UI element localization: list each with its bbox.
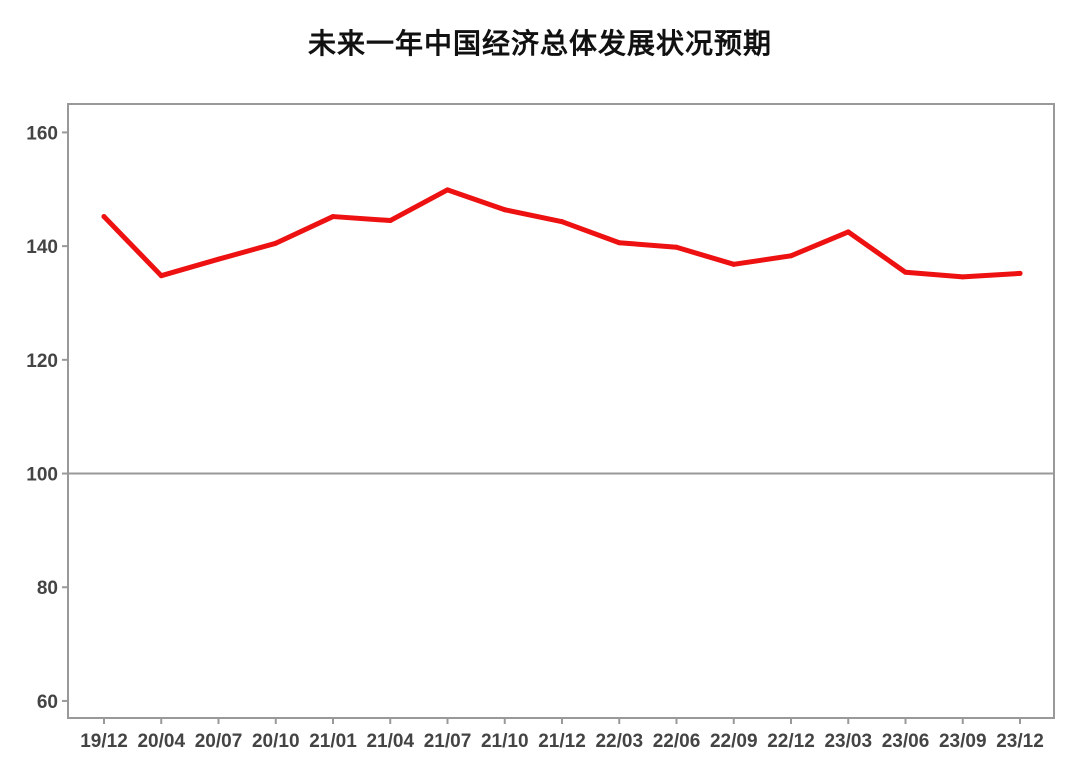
data-point <box>273 240 279 246</box>
series-group <box>101 187 1023 280</box>
x-tick-label: 19/12 <box>80 731 128 752</box>
x-tick-label: 20/04 <box>137 731 185 752</box>
x-tick-label: 21/12 <box>538 731 586 752</box>
data-point <box>559 219 565 225</box>
plot-frame <box>67 103 1055 719</box>
data-point <box>445 187 450 193</box>
data-point <box>731 261 737 267</box>
y-tick-label: 160 <box>26 123 58 144</box>
x-axis: 19/12 20/04 20/07 20/10 21/01 21/04 21/07 21/10… <box>80 718 1044 752</box>
x-tick-label: 20/10 <box>252 731 300 752</box>
data-point <box>502 207 508 213</box>
x-tick-label: 23/12 <box>996 731 1044 752</box>
chart-title: 未来一年中国经济总体发展状况预期 <box>307 27 772 60</box>
x-tick-label: 23/06 <box>882 731 930 752</box>
data-point <box>788 253 794 259</box>
data-point <box>1017 270 1023 276</box>
data-point <box>330 214 336 220</box>
data-point <box>616 240 622 246</box>
x-tick-label: 21/01 <box>309 731 357 752</box>
data-point <box>101 214 107 220</box>
x-tick-label: 20/07 <box>195 731 243 752</box>
x-tick-label: 22/12 <box>767 731 815 752</box>
y-tick-label: 80 <box>37 578 58 599</box>
series-line <box>101 187 1023 280</box>
y-tick-label: 60 <box>37 692 58 713</box>
x-tick-label: 23/09 <box>939 731 987 752</box>
x-tick-label: 22/09 <box>710 731 758 752</box>
y-axis: 60 80 100 120 140 160 <box>26 123 68 713</box>
data-point <box>216 256 221 262</box>
data-point <box>903 269 908 275</box>
data-point <box>674 244 679 250</box>
x-tick-label: 22/03 <box>595 731 643 752</box>
x-tick-label: 22/06 <box>653 731 701 752</box>
x-tick-label: 21/07 <box>424 731 472 752</box>
y-tick-label: 120 <box>26 351 58 372</box>
x-tick-label: 21/04 <box>366 731 414 752</box>
data-point <box>158 273 164 279</box>
x-tick-label: 23/03 <box>824 731 872 752</box>
data-point <box>387 218 393 224</box>
y-tick-label: 140 <box>26 237 58 258</box>
data-point <box>960 274 966 280</box>
y-tick-label: 100 <box>26 465 58 486</box>
data-point <box>845 229 851 235</box>
x-tick-label: 21/10 <box>481 731 529 752</box>
